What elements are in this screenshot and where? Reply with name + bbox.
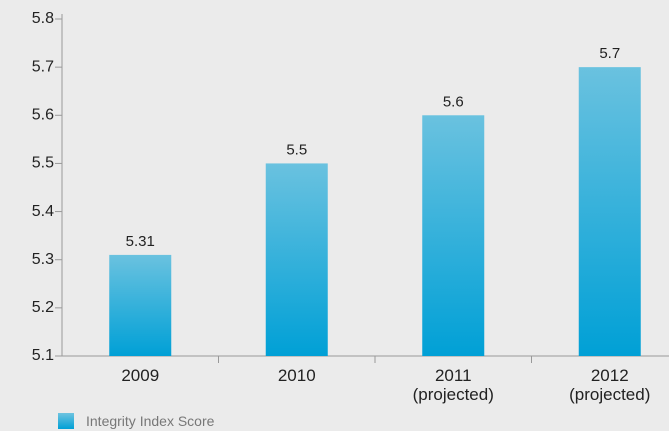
y-tick-label: 5.7 bbox=[32, 58, 54, 75]
x-tick-label: 2011 (projected) bbox=[412, 366, 494, 404]
y-tick-label: 5.3 bbox=[32, 251, 54, 268]
bar bbox=[422, 115, 485, 357]
y-tick-label: 5.8 bbox=[32, 10, 54, 27]
value-label: 5.7 bbox=[599, 45, 620, 62]
y-tick-label: 5.4 bbox=[32, 203, 54, 220]
value-label: 5.5 bbox=[286, 141, 307, 158]
y-tick-label: 5.2 bbox=[32, 299, 54, 316]
x-tick-label: 2010 bbox=[277, 366, 316, 385]
legend-label: Integrity Index Score bbox=[86, 413, 215, 429]
bar bbox=[109, 254, 172, 356]
y-tick-label: 5.6 bbox=[32, 107, 54, 124]
x-tick-label: 2012 (projected) bbox=[569, 366, 651, 404]
legend-swatch bbox=[58, 413, 74, 429]
y-tick-label: 5.1 bbox=[32, 347, 54, 364]
value-label: 5.31 bbox=[126, 233, 155, 250]
value-label: 5.6 bbox=[443, 93, 464, 110]
x-tick-label: 2009 bbox=[121, 366, 160, 385]
bar bbox=[578, 67, 641, 357]
bar bbox=[265, 163, 328, 356]
y-tick-label: 5.5 bbox=[32, 155, 54, 172]
